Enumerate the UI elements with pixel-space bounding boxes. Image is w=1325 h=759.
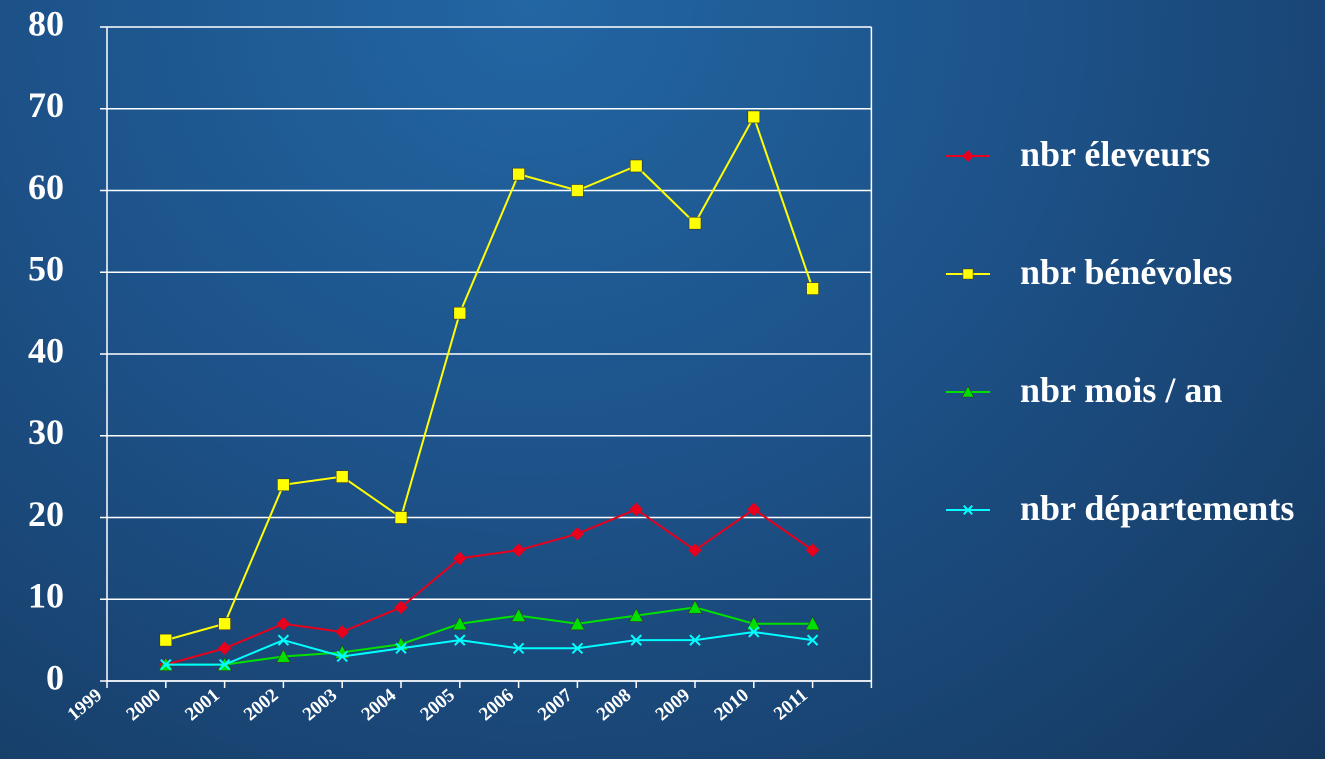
marker [160, 658, 172, 671]
legend-label: nbr mois / an [1020, 370, 1223, 410]
marker [453, 306, 467, 320]
marker [571, 642, 584, 655]
marker [746, 616, 762, 631]
marker [630, 634, 642, 646]
marker [805, 543, 820, 557]
marker [394, 600, 408, 615]
x-tick-label: 2007 [534, 684, 577, 725]
marker [452, 616, 468, 631]
x-tick-label: 2005 [416, 685, 459, 726]
marker [629, 502, 643, 517]
marker [335, 470, 349, 483]
marker [748, 626, 760, 638]
marker [159, 633, 173, 647]
marker [747, 502, 761, 517]
legend-entry: nbr mois / an [944, 368, 1320, 412]
x-tick-label: 2009 [652, 685, 695, 726]
marker [217, 641, 232, 656]
marker [335, 625, 349, 639]
marker [276, 617, 291, 631]
marker [277, 478, 290, 492]
marker [277, 634, 290, 646]
legend-label: nbr départements [1020, 488, 1295, 528]
x-tick-label: 2011 [770, 685, 812, 725]
marker [453, 551, 467, 566]
y-tick-label: 0 [46, 657, 64, 697]
x-tick-label: 1999 [64, 685, 107, 726]
y-tick-label: 70 [28, 85, 64, 125]
marker [218, 658, 231, 671]
x-tick-label: 2002 [240, 685, 283, 726]
legend-entry: nbr départements [944, 486, 1320, 530]
marker [336, 650, 348, 663]
x-tick-label: 2004 [358, 684, 401, 725]
marker [962, 150, 974, 162]
marker [395, 642, 407, 655]
legend-swatch [946, 385, 990, 398]
marker [747, 110, 761, 124]
marker [511, 607, 527, 622]
x-tick-label: 2000 [122, 685, 165, 726]
legend-swatch [946, 505, 990, 515]
marker [454, 634, 466, 646]
legend-entry: nbr éleveurs [944, 132, 1320, 176]
marker [511, 543, 526, 557]
marker [961, 385, 975, 398]
marker [806, 634, 819, 646]
marker [218, 617, 231, 631]
legend-label: nbr bénévoles [1020, 252, 1233, 292]
x-tick-label: 2008 [593, 685, 636, 726]
marker [628, 607, 644, 622]
legend-label: nbr éleveurs [1020, 134, 1211, 174]
marker [569, 616, 585, 631]
marker [689, 634, 701, 646]
series-line [165, 630, 813, 666]
y-tick-label: 20 [28, 494, 64, 534]
marker [688, 216, 702, 230]
y-tick-label: 60 [28, 167, 64, 207]
y-tick-label: 10 [28, 576, 64, 616]
marker [688, 543, 702, 557]
marker [805, 616, 821, 631]
x-tick-label: 2006 [475, 685, 518, 726]
marker [687, 599, 703, 614]
marker [629, 159, 643, 173]
marker [962, 268, 974, 280]
legend-swatch [946, 150, 990, 162]
y-tick-label: 80 [28, 3, 64, 43]
series-line [165, 114, 814, 642]
x-tick-label: 2001 [181, 685, 224, 726]
marker [806, 282, 819, 295]
y-tick-label: 30 [28, 412, 64, 452]
marker [571, 184, 584, 197]
series-line [165, 508, 814, 666]
y-tick-label: 50 [28, 249, 64, 289]
marker [570, 527, 585, 541]
legend-entry: nbr bénévoles [944, 250, 1320, 294]
legend-swatch [946, 268, 990, 280]
series-line [165, 606, 813, 666]
x-tick-label: 2010 [710, 685, 753, 726]
x-tick-label: 2003 [299, 685, 342, 726]
marker [394, 511, 408, 524]
y-tick-label: 40 [28, 330, 64, 370]
marker [963, 505, 973, 515]
marker [512, 167, 525, 181]
marker [275, 648, 291, 663]
marker [512, 642, 525, 655]
